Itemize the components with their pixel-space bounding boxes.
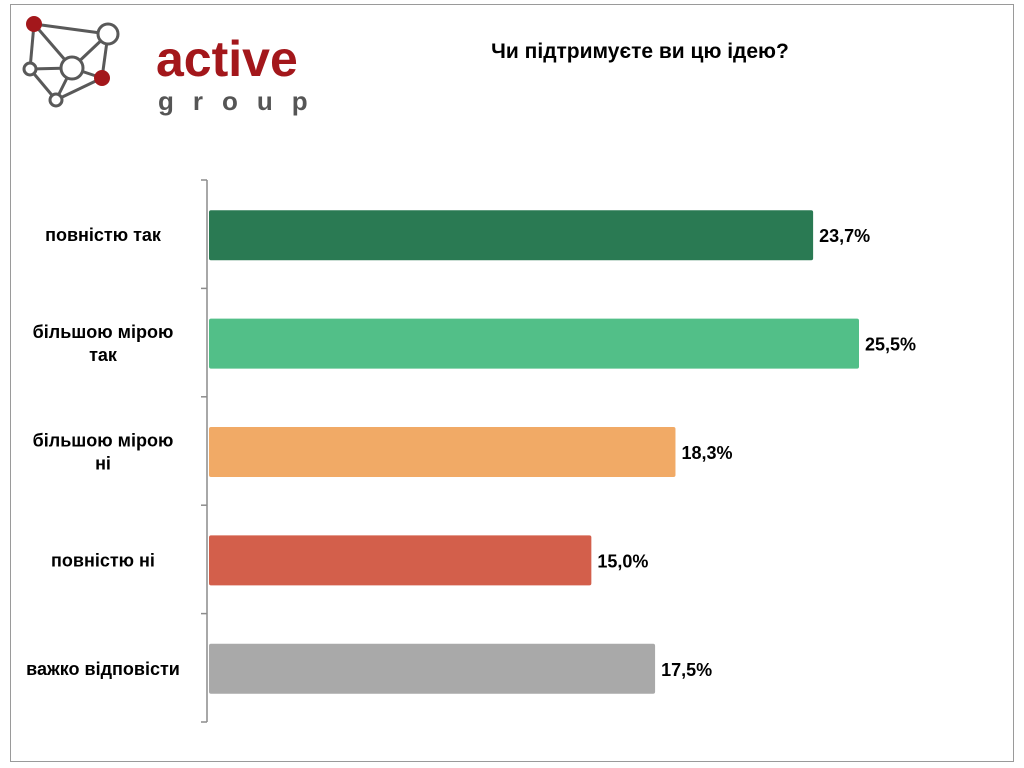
- data-label-3: 18,3%: [681, 443, 732, 463]
- chart-frame: [10, 4, 1014, 762]
- bar-4: [209, 535, 592, 586]
- category-label-1: повністю так: [45, 225, 162, 245]
- brand-subtitle: group: [158, 86, 327, 116]
- category-label-4: повністю ні: [51, 550, 155, 570]
- bar-2: [209, 318, 859, 369]
- brand-name: active: [156, 31, 298, 87]
- category-label-2: більшою мірою так: [33, 322, 174, 365]
- data-label-5: 17,5%: [661, 660, 712, 680]
- chart-title: Чи підтримуєте ви цю ідею?: [491, 40, 789, 63]
- brand-logo: active group: [20, 16, 310, 116]
- bar-5: [209, 643, 656, 694]
- bar-1: [209, 210, 814, 261]
- data-label-2: 25,5%: [865, 335, 916, 355]
- category-label-5: важко відповісти: [26, 659, 180, 679]
- category-label-3: більшою мірою ні: [33, 431, 174, 474]
- data-label-4: 15,0%: [597, 551, 648, 571]
- data-label-1: 23,7%: [819, 226, 870, 246]
- bar-3: [209, 427, 676, 477]
- network-logo-icon: [22, 16, 120, 108]
